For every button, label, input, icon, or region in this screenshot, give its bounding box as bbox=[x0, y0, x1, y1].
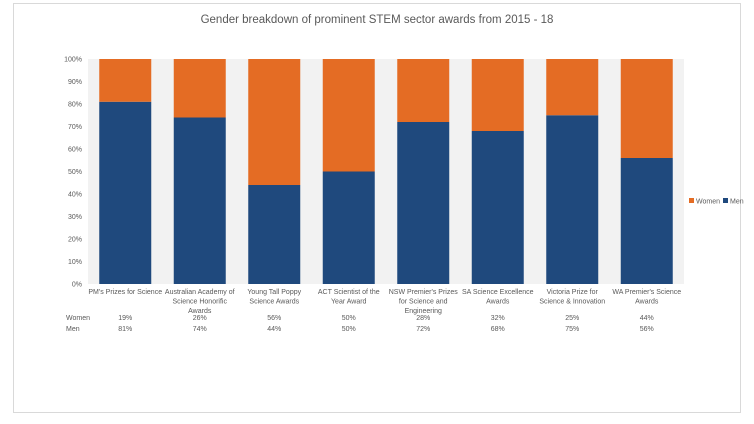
chart-title: Gender breakdown of prominent STEM secto… bbox=[201, 14, 554, 26]
bar-men bbox=[397, 122, 450, 284]
category-label: Victoria Prize for Science & Innovation bbox=[539, 289, 605, 306]
y-tick-label: 100% bbox=[64, 57, 82, 64]
table-cell: 44% bbox=[267, 326, 281, 333]
y-axis: 0% 10% 20% 30% 40% 50% 60% 70% 80% 90% 100% bbox=[64, 57, 82, 289]
table-cell: 75% bbox=[565, 326, 579, 333]
table-cell: 25% bbox=[565, 315, 579, 322]
bar-men bbox=[546, 115, 599, 284]
bar-women bbox=[322, 59, 375, 172]
y-tick-label: 50% bbox=[68, 169, 82, 176]
table-row-header: Women bbox=[66, 315, 90, 322]
table-cell: 68% bbox=[491, 326, 505, 333]
y-tick-label: 60% bbox=[68, 147, 82, 154]
y-tick-label: 40% bbox=[68, 192, 82, 199]
table-cell: 19% bbox=[118, 315, 132, 322]
category-label: Young Tall Poppy Science Awards bbox=[247, 289, 301, 306]
y-tick-label: 10% bbox=[68, 259, 82, 266]
category-labels: PM's Prizes for Science Australian Academ… bbox=[88, 289, 681, 315]
bar-women bbox=[173, 59, 226, 118]
y-tick-label: 20% bbox=[68, 237, 82, 244]
legend: Women Men bbox=[689, 198, 744, 206]
table-cell: 74% bbox=[193, 326, 207, 333]
legend-label: Women bbox=[696, 199, 720, 206]
table-cell: 50% bbox=[342, 315, 356, 322]
table-cell: 26% bbox=[193, 315, 207, 322]
bar-men bbox=[620, 158, 673, 284]
category-label: Australian Academy of Science Honorific Aw… bbox=[165, 289, 235, 315]
bar-women bbox=[546, 59, 599, 116]
bars bbox=[99, 59, 673, 284]
table-cell: 28% bbox=[416, 315, 430, 322]
bar-men bbox=[471, 131, 524, 284]
y-tick-label: 80% bbox=[68, 102, 82, 109]
legend-swatch bbox=[723, 198, 728, 203]
table-cell: 56% bbox=[640, 326, 654, 333]
category-label: PM's Prizes for Science bbox=[88, 289, 162, 296]
bar-women bbox=[620, 59, 673, 158]
table-cell: 44% bbox=[640, 315, 654, 322]
y-tick-label: 90% bbox=[68, 79, 82, 86]
bar-men bbox=[322, 171, 375, 284]
bar-men bbox=[173, 117, 226, 284]
y-tick-label: 0% bbox=[72, 282, 82, 289]
table-cell: 32% bbox=[491, 315, 505, 322]
bar-women bbox=[471, 59, 524, 131]
table-cell: 81% bbox=[118, 326, 132, 333]
legend-swatch bbox=[689, 198, 694, 203]
category-label: NSW Premier's Prizes for Science and Engin… bbox=[389, 289, 459, 315]
table-row-header: Men bbox=[66, 326, 80, 333]
data-table: Women 19% 26% 56% 50% 28% 32% 25% 44% Men 81% 74% 44… bbox=[66, 315, 654, 333]
bar-men bbox=[248, 185, 301, 284]
bar-men bbox=[99, 101, 152, 284]
y-tick-label: 70% bbox=[68, 124, 82, 131]
category-label: WA Premier's Science Awards bbox=[612, 289, 681, 306]
table-cell: 56% bbox=[267, 315, 281, 322]
bar-women bbox=[248, 59, 301, 185]
category-label: ACT Scientist of the Year Award bbox=[318, 289, 380, 306]
table-cell: 72% bbox=[416, 326, 430, 333]
bar-women bbox=[99, 59, 152, 102]
y-tick-label: 30% bbox=[68, 214, 82, 221]
bar-women bbox=[397, 59, 450, 122]
category-label: SA Science Excellence Awards bbox=[462, 289, 534, 306]
table-cell: 50% bbox=[342, 326, 356, 333]
legend-label: Men bbox=[730, 199, 744, 206]
